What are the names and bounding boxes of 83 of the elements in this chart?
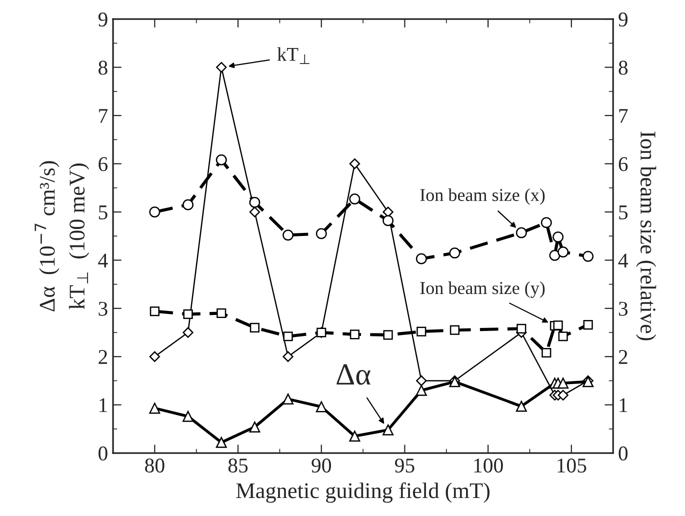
point — [558, 378, 569, 389]
y-tick-label: 3 — [98, 302, 108, 316]
point — [216, 308, 226, 318]
x-axis-title: Magnetic guiding field (mT) — [236, 482, 490, 503]
point — [216, 154, 227, 166]
point — [582, 250, 594, 262]
annotation: kT$_{⊥}$ — [277, 47, 310, 64]
point — [516, 324, 526, 334]
point — [250, 322, 260, 332]
y2-tick-label: 7 — [619, 109, 628, 123]
point — [516, 400, 527, 412]
y-tick-label: 6 — [98, 157, 108, 172]
annotation: Ion beam size (x) — [420, 188, 545, 205]
point — [182, 327, 194, 338]
y-tick-label: 5 — [98, 206, 108, 220]
y2-tick-label: 1 — [620, 398, 628, 412]
point — [516, 227, 527, 238]
point — [282, 394, 294, 405]
point — [553, 320, 563, 330]
y-tick-label: 0 — [98, 446, 108, 460]
y-tick-label: 7 — [99, 109, 108, 123]
point — [249, 422, 260, 432]
x-tick-label: 100 — [474, 458, 503, 473]
y2-axis-title: Ion beam size (relative) — [636, 132, 656, 340]
annotation: Δα — [336, 364, 370, 385]
point — [349, 430, 360, 442]
point — [316, 328, 326, 338]
point — [383, 330, 393, 340]
point — [183, 309, 193, 319]
y2-tick-label: 4 — [618, 254, 628, 268]
point — [416, 253, 427, 264]
point — [149, 351, 160, 362]
point — [349, 158, 360, 170]
point — [382, 424, 394, 436]
point — [558, 246, 569, 258]
x-tick-label: 80 — [145, 458, 164, 473]
point — [316, 401, 327, 412]
text: Δα (10$^{−7}$ cm³/s) kT$_{⊥}$ (100 meV) — [34, 161, 90, 312]
y2-tick-label: 9 — [618, 12, 628, 27]
point — [583, 320, 593, 330]
point — [182, 410, 194, 422]
y2-tick-label: 8 — [618, 60, 628, 75]
y-tick-label: 2 — [98, 350, 108, 364]
y-tick-label: 9 — [98, 12, 108, 27]
point — [349, 193, 360, 204]
point — [249, 196, 260, 208]
point — [283, 332, 293, 342]
point — [449, 247, 460, 258]
point — [416, 384, 427, 396]
point — [350, 330, 360, 340]
y2-tick-label: 5 — [619, 206, 628, 220]
y2-tick-label: 6 — [618, 157, 628, 172]
point — [316, 228, 327, 240]
point — [382, 215, 394, 226]
y-tick-label: 4 — [98, 254, 108, 268]
point — [216, 436, 227, 448]
annotation: Ion beam size (y) — [420, 281, 545, 298]
point — [549, 250, 560, 261]
point — [450, 325, 460, 335]
point — [542, 348, 552, 358]
point — [149, 206, 160, 218]
y2-tick-label: 3 — [618, 302, 628, 316]
point — [282, 230, 294, 241]
y2-tick-label: 0 — [618, 446, 628, 460]
point — [282, 351, 294, 362]
point — [540, 217, 552, 228]
point — [182, 199, 194, 210]
point — [150, 306, 160, 316]
point — [416, 326, 426, 336]
point — [149, 402, 160, 414]
point — [416, 375, 427, 386]
x-tick-label: 85 — [228, 458, 248, 473]
x-tick-label: 90 — [312, 458, 331, 473]
y-tick-label: 8 — [98, 60, 108, 75]
point — [249, 206, 260, 218]
y2-tick-label: 2 — [618, 350, 628, 364]
y-tick-label: 1 — [100, 398, 107, 412]
x-tick-label: 105 — [558, 458, 586, 473]
point — [558, 332, 568, 342]
point — [558, 390, 568, 401]
point — [552, 232, 564, 243]
x-tick-label: 95 — [394, 458, 414, 473]
point — [216, 62, 227, 73]
